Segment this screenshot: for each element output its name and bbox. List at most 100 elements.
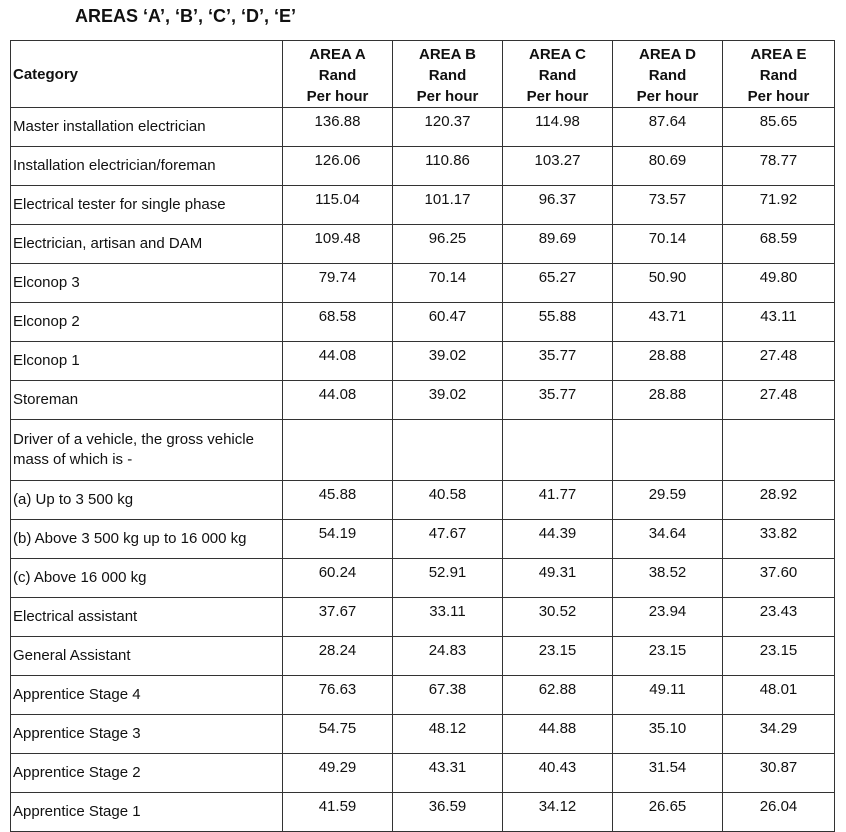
table-row: Storeman 44.08 39.02 35.77 28.88 27.48 — [10, 380, 835, 420]
rate-cell: 23.15 — [612, 636, 723, 676]
column-header: AREA E Rand Per hour — [722, 40, 835, 108]
category-header: Category — [10, 40, 283, 108]
rate-cell: 28.88 — [612, 341, 723, 381]
rate-cell: 23.15 — [502, 636, 613, 676]
header-line: AREA B — [419, 46, 476, 63]
title: AREAS ‘A’, ‘B’, ‘C’, ‘D’, ‘E’ — [75, 6, 297, 26]
row-label: Storeman — [10, 380, 283, 420]
rate-cell: 23.43 — [722, 597, 835, 637]
empty-cell — [722, 419, 835, 481]
header-line: Rand — [648, 67, 687, 84]
table-row: Apprentice Stage 1 41.59 36.59 34.12 26.65 26… — [10, 792, 835, 832]
rate-cell: 41.59 — [282, 792, 393, 832]
rate-cell: 109.48 — [282, 224, 393, 264]
rate-cell: 80.69 — [612, 146, 723, 186]
rate-cell: 101.17 — [392, 185, 503, 225]
rate-cell: 40.58 — [392, 480, 503, 520]
table-row: (b) Above 3 500 kg up to 16 000 kg 54.19 4… — [10, 519, 835, 559]
row-label: Apprentice Stage 2 — [10, 753, 283, 793]
rate-cell: 35.77 — [502, 341, 613, 381]
empty-cell — [282, 419, 393, 481]
header-line: Per hour — [416, 88, 479, 105]
table-row: Elconop 2 68.58 60.47 55.88 43.71 43.11 — [10, 302, 835, 342]
header-line: Per hour — [526, 88, 589, 105]
rate-cell: 39.02 — [392, 380, 503, 420]
table-row: Electrical tester for single phase 115.04… — [10, 185, 835, 225]
rate-cell: 38.52 — [612, 558, 723, 598]
empty-cell — [502, 419, 613, 481]
table-row: Electrician, artisan and DAM 109.48 96.25 8… — [10, 224, 835, 264]
rate-cell: 34.29 — [722, 714, 835, 754]
rate-cell: 26.04 — [722, 792, 835, 832]
rate-cell: 23.94 — [612, 597, 723, 637]
rate-cell: 49.29 — [282, 753, 393, 793]
rate-table: Category AREA A Rand Per hour AREA B Rand Per… — [10, 40, 835, 832]
rate-cell: 78.77 — [722, 146, 835, 186]
header-line: Rand — [759, 67, 798, 84]
rate-cell: 115.04 — [282, 185, 393, 225]
row-label: Apprentice Stage 1 — [10, 792, 283, 832]
rate-cell: 35.10 — [612, 714, 723, 754]
table-row: Elconop 3 79.74 70.14 65.27 50.90 49.80 — [10, 263, 835, 303]
row-label: Elconop 1 — [10, 341, 283, 381]
table-row: Elconop 1 44.08 39.02 35.77 28.88 27.48 — [10, 341, 835, 381]
rate-cell: 62.88 — [502, 675, 613, 715]
rate-cell: 49.80 — [722, 263, 835, 303]
rate-cell: 43.11 — [722, 302, 835, 342]
row-label: Apprentice Stage 3 — [10, 714, 283, 754]
empty-cell — [612, 419, 723, 481]
rate-cell: 68.59 — [722, 224, 835, 264]
table-row: Apprentice Stage 4 76.63 67.38 62.88 49.11 48… — [10, 675, 835, 715]
row-label: Electrical tester for single phase — [10, 185, 283, 225]
row-label: Elconop 2 — [10, 302, 283, 342]
row-label: Installation electrician/foreman — [10, 146, 283, 186]
rate-cell: 96.37 — [502, 185, 613, 225]
rate-cell: 70.14 — [392, 263, 503, 303]
rate-cell: 85.65 — [722, 107, 835, 147]
empty-cell — [392, 419, 503, 481]
table-row: General Assistant 28.24 24.83 23.15 23.15 23.… — [10, 636, 835, 676]
rate-cell: 110.86 — [392, 146, 503, 186]
table-row: (a) Up to 3 500 kg 45.88 40.58 41.77 29.59 28… — [10, 480, 835, 520]
rate-cell: 55.88 — [502, 302, 613, 342]
rate-cell: 34.12 — [502, 792, 613, 832]
rate-cell: 37.67 — [282, 597, 393, 637]
rate-cell: 39.02 — [392, 341, 503, 381]
row-label: (c) Above 16 000 kg — [10, 558, 283, 598]
table-row: Driver of a vehicle, the gross vehicle m… — [10, 419, 835, 481]
header-line: Rand — [538, 67, 577, 84]
rate-cell: 76.63 — [282, 675, 393, 715]
rate-cell: 136.88 — [282, 107, 393, 147]
rate-cell: 54.19 — [282, 519, 393, 559]
rate-cell: 36.59 — [392, 792, 503, 832]
rate-cell: 33.82 — [722, 519, 835, 559]
table-row: (c) Above 16 000 kg 60.24 52.91 49.31 38.52 3… — [10, 558, 835, 598]
header-line: Rand — [428, 67, 467, 84]
rate-cell: 24.83 — [392, 636, 503, 676]
rate-cell: 52.91 — [392, 558, 503, 598]
rate-cell: 28.24 — [282, 636, 393, 676]
row-label: Driver of a vehicle, the gross vehicle m… — [10, 419, 283, 481]
row-label: Electrical assistant — [10, 597, 283, 637]
header-line: Per hour — [306, 88, 369, 105]
rate-cell: 30.87 — [722, 753, 835, 793]
column-header: AREA B Rand Per hour — [392, 40, 503, 108]
rate-cell: 28.92 — [722, 480, 835, 520]
rate-cell: 45.88 — [282, 480, 393, 520]
rate-cell: 114.98 — [502, 107, 613, 147]
rate-cell: 34.64 — [612, 519, 723, 559]
rate-cell: 43.31 — [392, 753, 503, 793]
header-line: Rand — [318, 67, 357, 84]
header-line: Per hour — [747, 88, 810, 105]
column-header: AREA A Rand Per hour — [282, 40, 393, 108]
rate-cell: 31.54 — [612, 753, 723, 793]
rate-cell: 87.64 — [612, 107, 723, 147]
header-line: AREA A — [309, 46, 366, 63]
row-label: Master installation electrician — [10, 107, 283, 147]
rate-cell: 79.74 — [282, 263, 393, 303]
rate-cell: 54.75 — [282, 714, 393, 754]
rate-cell: 29.59 — [612, 480, 723, 520]
row-label: (a) Up to 3 500 kg — [10, 480, 283, 520]
row-label: (b) Above 3 500 kg up to 16 000 kg — [10, 519, 283, 559]
table-row: Master installation electrician 136.88 120… — [10, 107, 835, 147]
